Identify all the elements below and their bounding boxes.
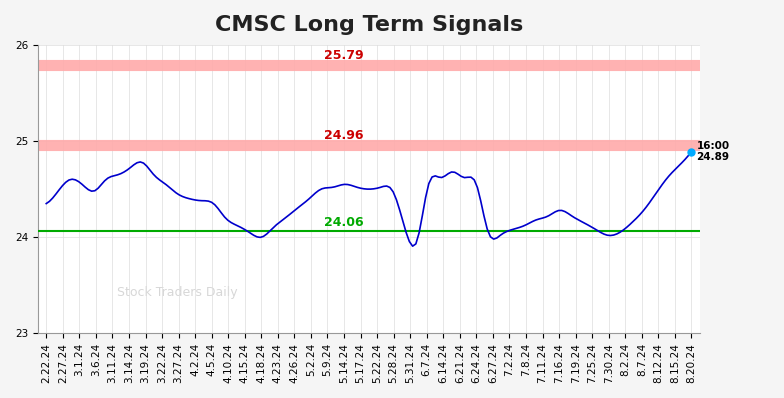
Text: 24.96: 24.96 [325, 129, 364, 142]
Text: 24.06: 24.06 [325, 216, 364, 229]
Text: Stock Traders Daily: Stock Traders Daily [118, 286, 238, 299]
Title: CMSC Long Term Signals: CMSC Long Term Signals [215, 15, 523, 35]
Text: 16:00
24.89: 16:00 24.89 [696, 141, 730, 162]
Text: 25.79: 25.79 [325, 49, 364, 62]
